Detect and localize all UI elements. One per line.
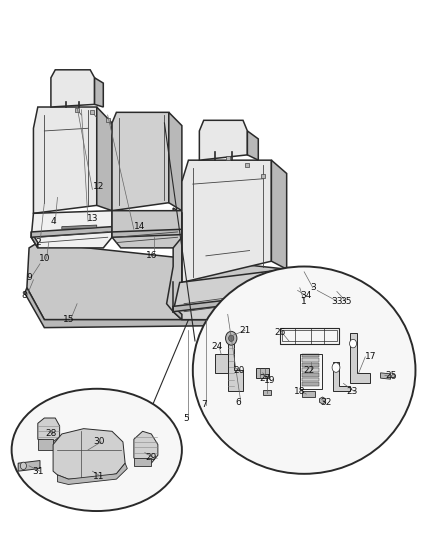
Polygon shape <box>112 229 182 237</box>
Text: 19: 19 <box>264 376 275 385</box>
Circle shape <box>294 287 300 294</box>
Text: 9: 9 <box>26 273 32 281</box>
Polygon shape <box>95 78 103 107</box>
Text: 4: 4 <box>50 217 56 226</box>
Text: 33: 33 <box>331 296 343 305</box>
Text: 30: 30 <box>93 438 105 447</box>
Circle shape <box>226 332 237 345</box>
Polygon shape <box>215 354 228 373</box>
Circle shape <box>229 335 234 342</box>
Polygon shape <box>166 208 182 312</box>
Text: 26: 26 <box>275 328 286 337</box>
Polygon shape <box>97 107 112 211</box>
Text: 2: 2 <box>35 238 41 247</box>
Polygon shape <box>51 70 95 107</box>
Polygon shape <box>53 429 125 479</box>
Polygon shape <box>25 288 289 328</box>
Text: 13: 13 <box>87 214 98 223</box>
Polygon shape <box>302 373 319 376</box>
Polygon shape <box>31 232 38 248</box>
Text: 15: 15 <box>63 315 74 324</box>
Circle shape <box>292 284 303 297</box>
Text: 28: 28 <box>45 430 57 439</box>
Polygon shape <box>173 269 287 320</box>
Ellipse shape <box>12 389 182 511</box>
Text: 3: 3 <box>311 283 316 292</box>
Polygon shape <box>332 362 350 391</box>
Polygon shape <box>302 377 319 381</box>
Polygon shape <box>199 120 247 160</box>
Text: 7: 7 <box>201 400 207 409</box>
Text: 27: 27 <box>259 374 271 383</box>
Polygon shape <box>302 359 319 362</box>
Text: 22: 22 <box>303 366 314 375</box>
Text: 12: 12 <box>93 182 105 191</box>
Text: 31: 31 <box>32 467 43 475</box>
Text: 23: 23 <box>346 387 358 396</box>
Polygon shape <box>263 390 271 395</box>
Polygon shape <box>302 391 315 397</box>
Circle shape <box>350 340 357 348</box>
Polygon shape <box>330 288 339 293</box>
Text: 5: 5 <box>184 414 189 423</box>
Polygon shape <box>18 461 40 471</box>
Text: 29: 29 <box>146 454 157 463</box>
Polygon shape <box>31 227 112 237</box>
Polygon shape <box>169 112 182 211</box>
Text: 24: 24 <box>211 342 223 351</box>
Polygon shape <box>350 333 370 383</box>
Polygon shape <box>302 354 319 358</box>
Text: 16: 16 <box>145 252 157 260</box>
Circle shape <box>332 363 340 372</box>
Polygon shape <box>173 293 287 312</box>
Polygon shape <box>247 131 258 160</box>
Polygon shape <box>256 368 269 378</box>
Polygon shape <box>302 368 319 372</box>
Polygon shape <box>302 364 319 367</box>
Polygon shape <box>112 211 182 248</box>
Text: 17: 17 <box>365 352 377 361</box>
Polygon shape <box>272 160 287 269</box>
Text: 10: 10 <box>39 254 50 263</box>
Ellipse shape <box>193 266 416 474</box>
Polygon shape <box>57 463 127 484</box>
Polygon shape <box>112 112 169 211</box>
Polygon shape <box>38 439 53 450</box>
Circle shape <box>20 462 26 470</box>
Polygon shape <box>38 418 60 442</box>
Text: 1: 1 <box>301 296 307 305</box>
Polygon shape <box>228 344 243 391</box>
Text: 8: 8 <box>22 291 28 300</box>
Text: 14: 14 <box>134 222 145 231</box>
Polygon shape <box>381 373 391 379</box>
Text: 32: 32 <box>320 398 332 407</box>
Polygon shape <box>182 160 272 282</box>
Polygon shape <box>302 382 319 386</box>
Text: 20: 20 <box>233 366 244 375</box>
Text: 11: 11 <box>93 472 105 481</box>
Polygon shape <box>134 431 158 463</box>
Polygon shape <box>173 306 182 320</box>
Text: 34: 34 <box>300 291 312 300</box>
Polygon shape <box>33 107 97 213</box>
Text: 6: 6 <box>236 398 241 407</box>
Polygon shape <box>62 225 97 229</box>
Text: 25: 25 <box>385 371 396 380</box>
Text: 18: 18 <box>294 387 306 396</box>
Text: 21: 21 <box>240 326 251 335</box>
Polygon shape <box>27 243 287 320</box>
Polygon shape <box>31 211 112 248</box>
Polygon shape <box>134 458 151 466</box>
Text: 35: 35 <box>340 296 351 305</box>
